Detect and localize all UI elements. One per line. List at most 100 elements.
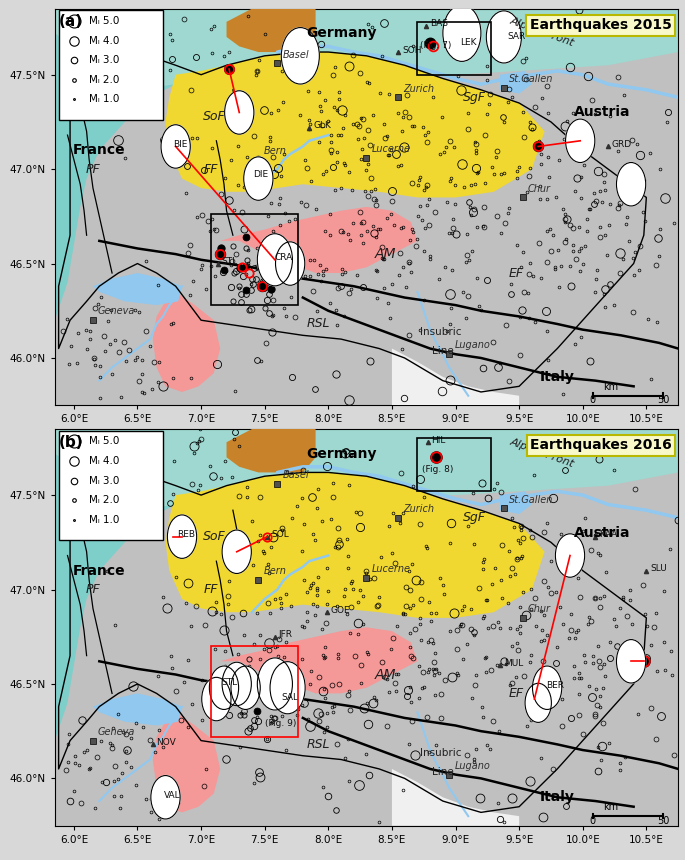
Text: CRA: CRA — [275, 254, 293, 262]
Polygon shape — [166, 52, 545, 198]
Circle shape — [225, 91, 254, 134]
Text: GLK: GLK — [313, 121, 331, 130]
Circle shape — [258, 234, 292, 286]
Polygon shape — [227, 9, 316, 52]
Text: PF: PF — [86, 583, 100, 596]
Text: St.Gallen: St.Gallen — [509, 74, 553, 84]
Text: Earthquakes 2015: Earthquakes 2015 — [530, 18, 672, 32]
Text: Lucerne: Lucerne — [371, 564, 410, 574]
Text: Mₗ 5.0: Mₗ 5.0 — [89, 15, 119, 26]
Text: EF: EF — [509, 687, 524, 700]
Circle shape — [270, 661, 305, 714]
Polygon shape — [166, 472, 545, 617]
Text: (a): (a) — [59, 15, 83, 29]
Text: (b): (b) — [59, 434, 84, 450]
Text: SLU: SLU — [650, 564, 667, 574]
Text: Chur: Chur — [528, 604, 551, 614]
Polygon shape — [55, 9, 303, 320]
Text: MUL: MUL — [504, 659, 523, 667]
Text: Lucerne: Lucerne — [371, 144, 410, 154]
Polygon shape — [55, 9, 678, 405]
Text: (Fig. 8): (Fig. 8) — [423, 465, 454, 475]
Circle shape — [616, 163, 646, 206]
Bar — [211, 214, 298, 305]
Text: Basel: Basel — [282, 50, 309, 59]
Text: km: km — [603, 382, 619, 392]
Text: FF: FF — [204, 163, 219, 175]
Text: Mₗ 2.0: Mₗ 2.0 — [89, 75, 119, 85]
Text: Zurich: Zurich — [403, 83, 434, 94]
Text: Germany: Germany — [306, 446, 376, 461]
Text: Austria: Austria — [573, 106, 630, 120]
Circle shape — [616, 640, 646, 683]
Text: SoF: SoF — [203, 530, 225, 544]
Text: AM: AM — [375, 247, 397, 261]
Text: AM: AM — [375, 667, 397, 681]
Text: Insubric: Insubric — [419, 747, 461, 758]
FancyBboxPatch shape — [59, 10, 163, 120]
Polygon shape — [55, 9, 678, 89]
Circle shape — [275, 242, 305, 286]
Text: Chur: Chur — [528, 184, 551, 194]
Polygon shape — [55, 429, 303, 740]
Polygon shape — [93, 273, 182, 305]
Text: 50: 50 — [657, 816, 669, 826]
Text: PF: PF — [86, 163, 100, 175]
Polygon shape — [220, 627, 417, 693]
Text: Alpine Front: Alpine Front — [508, 436, 575, 469]
Text: EF: EF — [509, 267, 524, 280]
Text: STL: STL — [221, 678, 238, 686]
Text: SAL: SAL — [282, 692, 298, 702]
Text: KAA: KAA — [599, 531, 617, 539]
Circle shape — [167, 515, 197, 558]
Text: HIL: HIL — [432, 436, 446, 445]
Bar — [211, 646, 298, 737]
Polygon shape — [55, 429, 678, 826]
Text: Mₗ 1.0: Mₗ 1.0 — [89, 95, 119, 104]
Text: Line: Line — [432, 347, 453, 356]
Circle shape — [282, 28, 319, 84]
Polygon shape — [227, 429, 316, 472]
Text: Bern: Bern — [264, 146, 286, 156]
Circle shape — [231, 666, 260, 709]
Circle shape — [566, 119, 595, 163]
Text: SoF: SoF — [203, 110, 225, 123]
Polygon shape — [55, 429, 678, 510]
Circle shape — [151, 776, 180, 819]
Text: Mₗ 2.0: Mₗ 2.0 — [89, 495, 119, 505]
Polygon shape — [392, 769, 519, 826]
Text: Line: Line — [432, 766, 453, 777]
Circle shape — [258, 658, 292, 710]
Text: SgF: SgF — [463, 91, 486, 104]
Text: DIE: DIE — [253, 170, 269, 179]
Circle shape — [532, 666, 562, 709]
Bar — [417, 22, 491, 75]
Text: GRD: GRD — [612, 140, 632, 149]
Text: BIE: BIE — [173, 140, 188, 149]
Text: RSL: RSL — [306, 317, 330, 330]
Text: Italy: Italy — [540, 790, 575, 804]
Text: Austria: Austria — [573, 525, 630, 540]
Text: Alpine Front: Alpine Front — [508, 15, 575, 48]
Text: Mₗ 1.0: Mₗ 1.0 — [89, 515, 119, 525]
Bar — [417, 439, 491, 491]
Text: km: km — [603, 802, 619, 813]
FancyBboxPatch shape — [59, 431, 163, 540]
Text: JFR: JFR — [279, 630, 292, 639]
Text: 0: 0 — [590, 396, 596, 405]
Circle shape — [210, 666, 238, 709]
Circle shape — [222, 662, 251, 706]
Text: Basel: Basel — [282, 470, 309, 480]
Text: (Fig. 7): (Fig. 7) — [420, 41, 451, 50]
Text: Zurich: Zurich — [403, 504, 434, 514]
Polygon shape — [153, 712, 220, 813]
Text: NOV: NOV — [157, 738, 176, 747]
Circle shape — [486, 11, 521, 63]
Text: BER: BER — [546, 681, 564, 691]
Text: Mₗ 3.0: Mₗ 3.0 — [89, 55, 119, 65]
Circle shape — [525, 684, 551, 722]
Circle shape — [556, 534, 584, 577]
Text: RSL: RSL — [306, 738, 330, 751]
Text: BAS: BAS — [430, 19, 448, 28]
Circle shape — [443, 5, 481, 61]
